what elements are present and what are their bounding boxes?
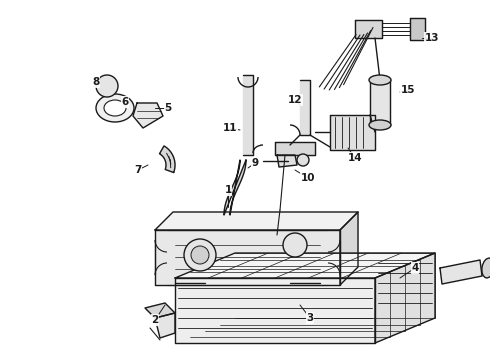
Polygon shape — [155, 313, 175, 338]
Ellipse shape — [104, 100, 126, 116]
Polygon shape — [224, 160, 246, 215]
Polygon shape — [243, 75, 253, 155]
Text: 5: 5 — [164, 103, 171, 113]
Ellipse shape — [369, 75, 391, 85]
Polygon shape — [175, 278, 375, 343]
Circle shape — [191, 246, 209, 264]
Polygon shape — [375, 253, 435, 343]
Polygon shape — [370, 80, 390, 125]
Text: 13: 13 — [425, 33, 439, 43]
Polygon shape — [160, 146, 175, 172]
Polygon shape — [340, 212, 358, 285]
Text: 6: 6 — [122, 97, 129, 107]
Polygon shape — [440, 260, 482, 284]
Text: 14: 14 — [348, 153, 362, 163]
Polygon shape — [300, 80, 310, 135]
Polygon shape — [275, 142, 315, 155]
Ellipse shape — [482, 258, 490, 278]
Polygon shape — [155, 212, 358, 230]
Polygon shape — [277, 155, 297, 167]
Polygon shape — [355, 20, 382, 38]
Text: 8: 8 — [93, 77, 99, 87]
Text: 4: 4 — [411, 263, 418, 273]
Text: 10: 10 — [301, 173, 315, 183]
Text: 15: 15 — [401, 85, 415, 95]
Circle shape — [96, 75, 118, 97]
Text: 1: 1 — [224, 185, 232, 195]
Polygon shape — [330, 115, 375, 150]
Ellipse shape — [369, 120, 391, 130]
Polygon shape — [155, 230, 340, 285]
Text: 7: 7 — [134, 165, 142, 175]
Text: 3: 3 — [306, 313, 314, 323]
Text: 2: 2 — [151, 315, 159, 325]
Text: 11: 11 — [223, 123, 237, 133]
Circle shape — [297, 154, 309, 166]
Text: 9: 9 — [251, 158, 259, 168]
Polygon shape — [410, 18, 425, 40]
Polygon shape — [133, 103, 163, 128]
Text: 12: 12 — [288, 95, 302, 105]
Polygon shape — [145, 303, 175, 318]
Circle shape — [184, 239, 216, 271]
Circle shape — [283, 233, 307, 257]
Polygon shape — [175, 253, 435, 278]
Ellipse shape — [96, 94, 134, 122]
